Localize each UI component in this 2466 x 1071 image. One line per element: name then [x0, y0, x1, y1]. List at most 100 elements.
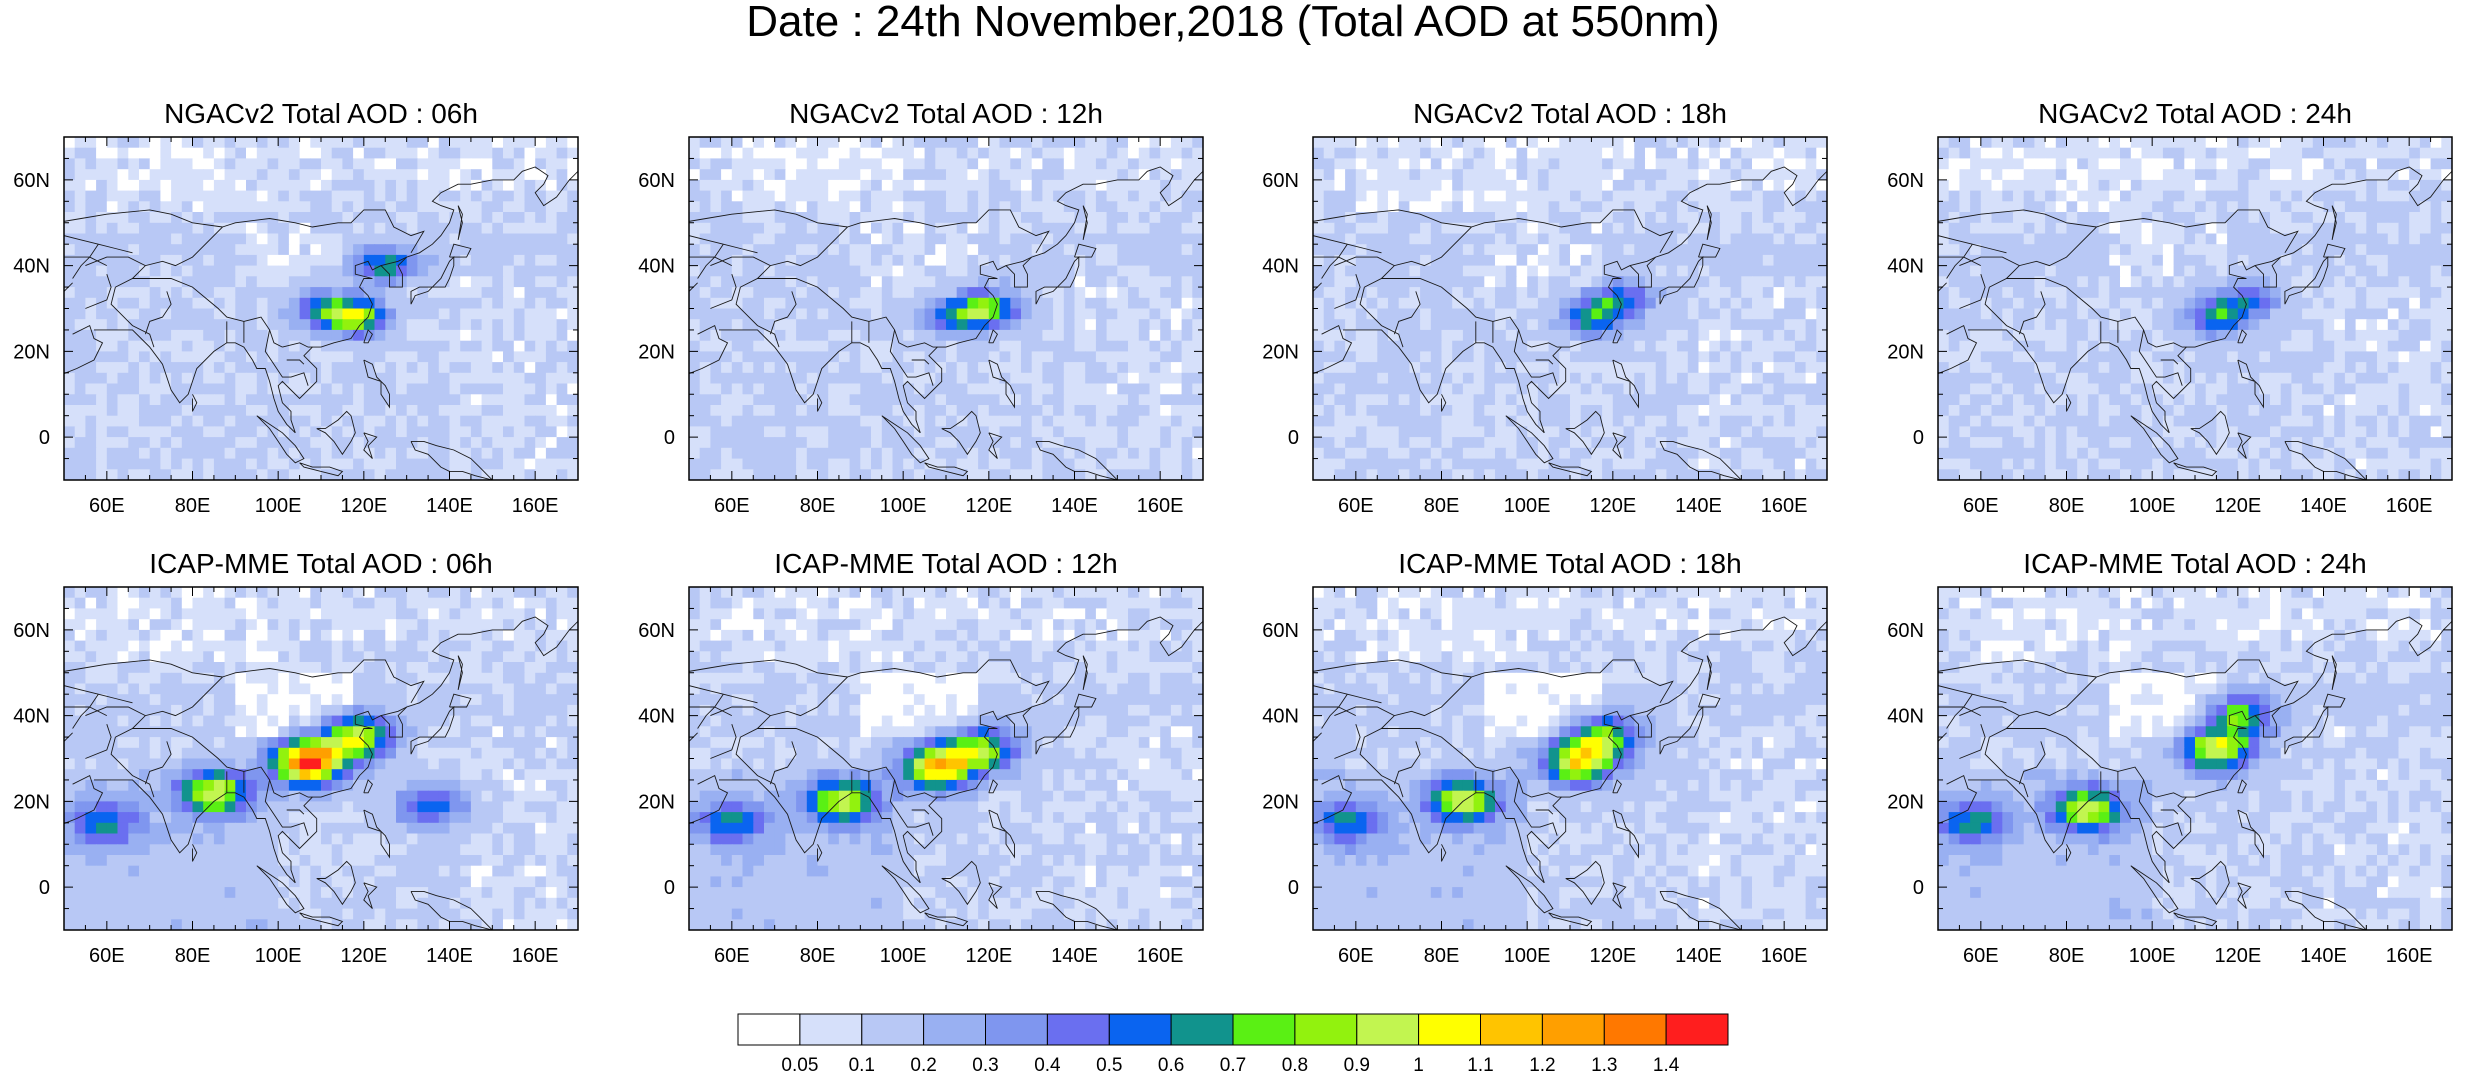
aod-cell [1548, 340, 1560, 352]
aod-cell [1031, 233, 1043, 245]
aod-cell [503, 383, 515, 395]
aod-cell [774, 308, 786, 320]
aod-cell [1473, 447, 1485, 460]
aod-cell [903, 276, 915, 288]
aod-cell [267, 458, 279, 470]
aod-cell [699, 212, 711, 224]
aod-cell [1687, 169, 1700, 181]
aod-cell [1570, 426, 1582, 438]
aod-cell [1762, 137, 1775, 149]
aod-cell [1762, 265, 1775, 277]
aod-cell [1516, 372, 1528, 385]
aod-cell [710, 351, 722, 363]
aod-cell [85, 329, 97, 342]
aod-cell [1698, 308, 1710, 320]
aod-cell [1409, 158, 1421, 170]
aod-cell [1516, 362, 1528, 374]
aod-cell [128, 276, 140, 288]
aod-cell [224, 415, 236, 427]
aod-cell [503, 458, 515, 470]
aod-cell [1452, 405, 1464, 417]
aod-cell [956, 308, 968, 320]
aod-cell [892, 308, 904, 320]
aod-cell [545, 415, 558, 427]
aod-cell [785, 469, 797, 480]
aod-cell [74, 158, 86, 170]
aod-cell [1355, 297, 1368, 310]
aod-cell [753, 254, 765, 267]
aod-cell [1323, 265, 1335, 277]
aod-cell [1548, 244, 1560, 256]
aod-cell [1602, 287, 1614, 299]
aod-cell [1377, 469, 1389, 480]
aod-cell [1355, 383, 1368, 395]
aod-cell [417, 265, 429, 277]
aod-cell [753, 308, 765, 320]
aod-cell [1709, 212, 1721, 224]
aod-cell [321, 308, 333, 320]
aod-cell [1042, 190, 1054, 202]
aod-cell [1752, 351, 1764, 363]
aod-cell [1516, 383, 1528, 395]
aod-cell [1160, 362, 1172, 374]
aod-cell [785, 415, 797, 427]
aod-cell [1505, 201, 1518, 213]
aod-cell [1602, 383, 1614, 395]
aod-cell [288, 405, 301, 417]
aod-cell [1420, 169, 1432, 181]
aod-cell [1355, 169, 1368, 181]
aod-cell [828, 372, 840, 385]
aod-cell [1784, 222, 1796, 235]
aod-cell [731, 437, 744, 449]
aod-cell [481, 201, 493, 213]
aod-cell [1334, 372, 1346, 385]
aod-cell [1752, 362, 1764, 374]
aod-cell [1345, 137, 1357, 149]
aod-cell [428, 244, 440, 256]
aod-cell [860, 329, 872, 342]
aod-cell [1160, 469, 1172, 480]
aod-cell [1505, 222, 1518, 235]
aod-cell [1784, 340, 1796, 352]
aod-cell [1409, 447, 1421, 460]
aod-cell [1170, 254, 1183, 267]
aod-cell [1473, 254, 1485, 267]
aod-cell [689, 254, 701, 267]
aod-cell [1042, 383, 1054, 395]
aod-cell [460, 458, 472, 470]
aod-cell [999, 426, 1011, 438]
aod-cell [1645, 190, 1657, 202]
aod-cell [385, 254, 397, 267]
aod-cell [1666, 233, 1678, 245]
aod-cell [1805, 233, 1817, 245]
aod-cell [1031, 276, 1043, 288]
aod-cell [838, 383, 851, 395]
aod-cell [860, 362, 872, 374]
aod-cell [385, 458, 397, 470]
aod-cell [817, 147, 829, 159]
aod-cell [374, 340, 386, 352]
aod-cell [1430, 394, 1443, 406]
aod-cell [1687, 415, 1700, 427]
aod-cell [1441, 265, 1453, 277]
aod-cell [1366, 426, 1378, 438]
aod-cell [806, 329, 819, 342]
aod-cell [1623, 276, 1635, 288]
aod-cell [117, 179, 129, 192]
aod-cell [428, 287, 440, 299]
aod-cell [567, 233, 578, 245]
aod-cell [828, 244, 840, 256]
aod-cell [535, 372, 547, 385]
aod-cell [1559, 469, 1571, 480]
aod-cell [764, 244, 776, 256]
aod-cell [342, 287, 354, 299]
aod-cell [1323, 308, 1335, 320]
aod-cell [881, 233, 894, 245]
aod-cell [224, 308, 236, 320]
aod-cell [721, 190, 733, 202]
aod-cell [342, 265, 354, 277]
y-tick-label: 0 [664, 427, 675, 449]
aod-cell [913, 458, 926, 470]
aod-cell [1666, 212, 1678, 224]
aod-cell [1095, 469, 1108, 480]
